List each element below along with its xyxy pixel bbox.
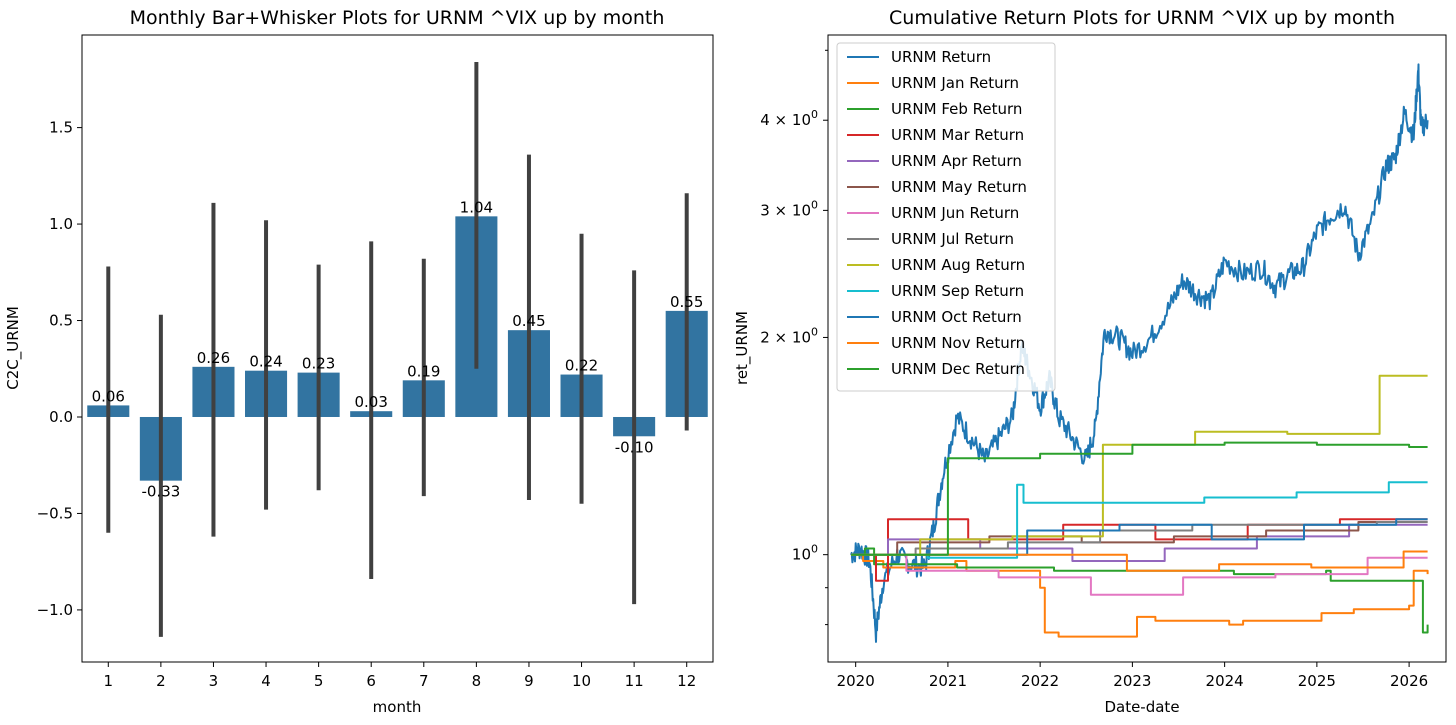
line-chart-plot-area (850, 63, 1429, 643)
bar-x-tick-label: 11 (625, 672, 644, 690)
line-chart-legend: URNM Return URNM Jan Return URNM Feb Retur… (836, 42, 1056, 392)
bar-value-label: 1.04 (460, 198, 493, 216)
legend-entry-urnm-feb-return: URNM Feb Return (891, 100, 1022, 118)
tick-base: 10 (792, 546, 811, 564)
tick-exponent: 0 (811, 108, 818, 121)
line-chart-panel: Cumulative Return Plots for URNM ^VIX up… (733, 7, 1447, 716)
line-urnm-may-return (851, 521, 1428, 556)
tick-base: 4 × 10 (760, 111, 811, 129)
line-urnm-apr-return (851, 523, 1428, 562)
bar-y-tick-label: −1.0 (37, 601, 73, 619)
bar-x-tick-label: 4 (261, 672, 271, 690)
line-chart-y-axis-label: ret_URNM (733, 311, 752, 385)
legend-entry-urnm-dec-return: URNM Dec Return (891, 360, 1025, 378)
legend-entry-urnm-jun-return: URNM Jun Return (891, 204, 1019, 222)
bar-x-tick-label: 9 (524, 672, 534, 690)
bar-chart-frame (81, 34, 714, 663)
line-x-tick-label: 2023 (1113, 672, 1151, 690)
line-urnm-sep-return (851, 481, 1428, 559)
line-chart-x-axis-label: Date-date (1104, 698, 1179, 716)
line-x-tick-label: 2020 (837, 672, 875, 690)
legend-entry-urnm-apr-return: URNM Apr Return (891, 152, 1022, 170)
line-urnm-nov-return (851, 550, 1428, 572)
legend-entry-urnm-mar-return: URNM Mar Return (891, 126, 1024, 144)
line-urnm-jul-return (851, 521, 1428, 556)
bar-y-tick-label: 1.5 (49, 119, 73, 137)
bar-value-label: 0.03 (355, 393, 388, 411)
bar-chart-title: Monthly Bar+Whisker Plots for URNM ^VIX … (130, 7, 665, 29)
tick-exponent: 0 (811, 198, 818, 211)
tick-exponent: 0 (811, 325, 818, 338)
line-urnm-jun-return (851, 553, 1428, 596)
bar-value-label: 0.22 (565, 357, 598, 375)
line-chart-title: Cumulative Return Plots for URNM ^VIX up… (889, 7, 1395, 29)
line-y-tick-label: 100 (792, 543, 818, 564)
legend-entry-urnm-sep-return: URNM Sep Return (891, 282, 1024, 300)
tick-base: 3 × 10 (760, 201, 811, 219)
legend-entry-urnm-jan-return: URNM Jan Return (891, 74, 1019, 92)
line-x-tick-label: 2025 (1298, 672, 1336, 690)
line-y-tick-label: 2 × 100 (760, 325, 818, 346)
tick-exponent: 0 (811, 543, 818, 556)
bar-value-label: 0.19 (407, 362, 440, 380)
line-x-tick-label: 2024 (1206, 672, 1244, 690)
bar-y-tick-label: 0.0 (49, 408, 73, 426)
line-x-tick-label: 2026 (1390, 672, 1428, 690)
bar-value-label: -0.33 (141, 483, 180, 501)
bar-x-tick-label: 3 (209, 672, 219, 690)
line-y-tick-label: 3 × 100 (760, 198, 818, 219)
line-x-tick-label: 2021 (929, 672, 967, 690)
bar-x-tick-label: 2 (156, 672, 166, 690)
bar-value-label: 0.45 (512, 312, 545, 330)
legend-box (836, 42, 1056, 392)
bar-value-label: 0.24 (249, 353, 282, 371)
legend-entry-urnm-nov-return: URNM Nov Return (891, 334, 1025, 352)
legend-entry-urnm-jul-return: URNM Jul Return (891, 230, 1014, 248)
bar-value-label: 0.23 (302, 355, 335, 373)
bar-x-tick-label: 12 (677, 672, 696, 690)
bar-value-label: 0.26 (197, 349, 230, 367)
line-urnm-return (850, 63, 1429, 643)
legend-entry-urnm-may-return: URNM May Return (891, 178, 1027, 196)
bar-x-tick-label: 8 (472, 672, 482, 690)
bar-x-tick-label: 7 (419, 672, 429, 690)
line-y-tick-label: 4 × 100 (760, 108, 818, 129)
bar-x-tick-label: 5 (314, 672, 324, 690)
bar-y-tick-label: −0.5 (37, 504, 73, 522)
line-chart-frame (827, 34, 1447, 663)
legend-entry-urnm-oct-return: URNM Oct Return (891, 308, 1022, 326)
legend-entry-urnm-return: URNM Return (891, 48, 991, 66)
line-urnm-jan-return (851, 553, 1429, 638)
bar-chart-plot-area: 0.06 -0.33 0.26 0.24 0.23 0.03 0.19 1.04 0.45 0.2… (87, 62, 708, 637)
bar-chart-y-axis-label: C2C_URNM (4, 306, 23, 390)
tick-base: 2 × 10 (760, 328, 811, 346)
line-x-tick-label: 2022 (1021, 672, 1059, 690)
bar-y-tick-label: 0.5 (49, 312, 73, 330)
bar-value-label: 0.06 (92, 387, 125, 405)
bar-y-tick-label: 1.0 (49, 215, 73, 233)
bar-x-tick-label: 10 (572, 672, 591, 690)
line-urnm-dec-return (851, 441, 1428, 556)
bar-chart-panel: Monthly Bar+Whisker Plots for URNM ^VIX … (4, 7, 714, 716)
bar-chart-x-axis-label: month (373, 698, 422, 716)
bar-x-tick-label: 6 (366, 672, 376, 690)
bar-value-label: -0.10 (615, 438, 654, 456)
line-urnm-aug-return (851, 374, 1428, 556)
bar-x-tick-label: 1 (104, 672, 114, 690)
legend-entry-urnm-aug-return: URNM Aug Return (891, 256, 1025, 274)
bar-value-label: 0.55 (670, 293, 703, 311)
